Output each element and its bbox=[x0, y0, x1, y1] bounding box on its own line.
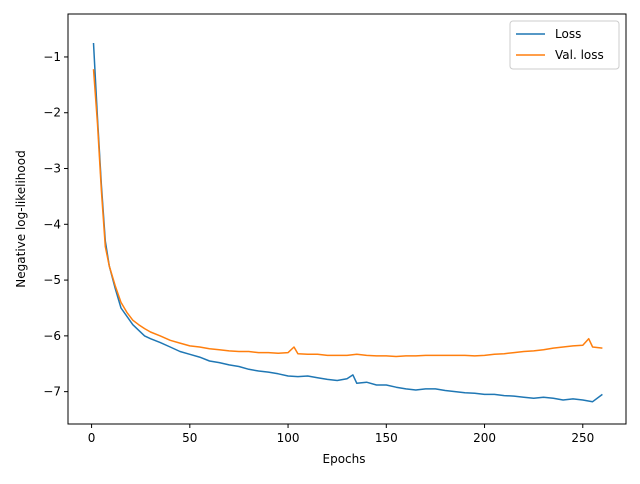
x-axis-label: Epochs bbox=[323, 452, 366, 466]
x-tick-label: 200 bbox=[473, 431, 496, 445]
y-tick-label: −1 bbox=[43, 50, 61, 64]
y-axis-ticks: −7 −6 −5 −4 −3 −2 −1 bbox=[43, 50, 68, 399]
y-tick-label: −3 bbox=[43, 162, 61, 176]
x-tick-label: 50 bbox=[182, 431, 197, 445]
y-axis-label: Negative log-likelihood bbox=[14, 150, 28, 287]
x-tick-label: 150 bbox=[375, 431, 398, 445]
series-line-val-loss bbox=[92, 69, 603, 358]
x-tick-label: 100 bbox=[277, 431, 300, 445]
y-tick-label: −2 bbox=[43, 106, 61, 120]
y-tick-label: −4 bbox=[43, 217, 61, 231]
plot-area bbox=[67, 13, 627, 425]
x-axis-ticks: 0 50 100 150 200 250 bbox=[88, 424, 594, 445]
y-tick-label: −5 bbox=[43, 273, 61, 287]
legend: Loss Val. loss bbox=[509, 20, 620, 70]
legend-label: Val. loss bbox=[555, 48, 604, 62]
legend-label: Loss bbox=[555, 27, 581, 41]
series-layer bbox=[92, 42, 603, 403]
x-tick-label: 0 bbox=[88, 431, 96, 445]
y-tick-label: −6 bbox=[43, 329, 61, 343]
x-tick-label: 250 bbox=[571, 431, 594, 445]
legend-box bbox=[509, 20, 620, 70]
y-tick-label: −7 bbox=[43, 385, 61, 399]
series-line-loss bbox=[92, 42, 603, 403]
